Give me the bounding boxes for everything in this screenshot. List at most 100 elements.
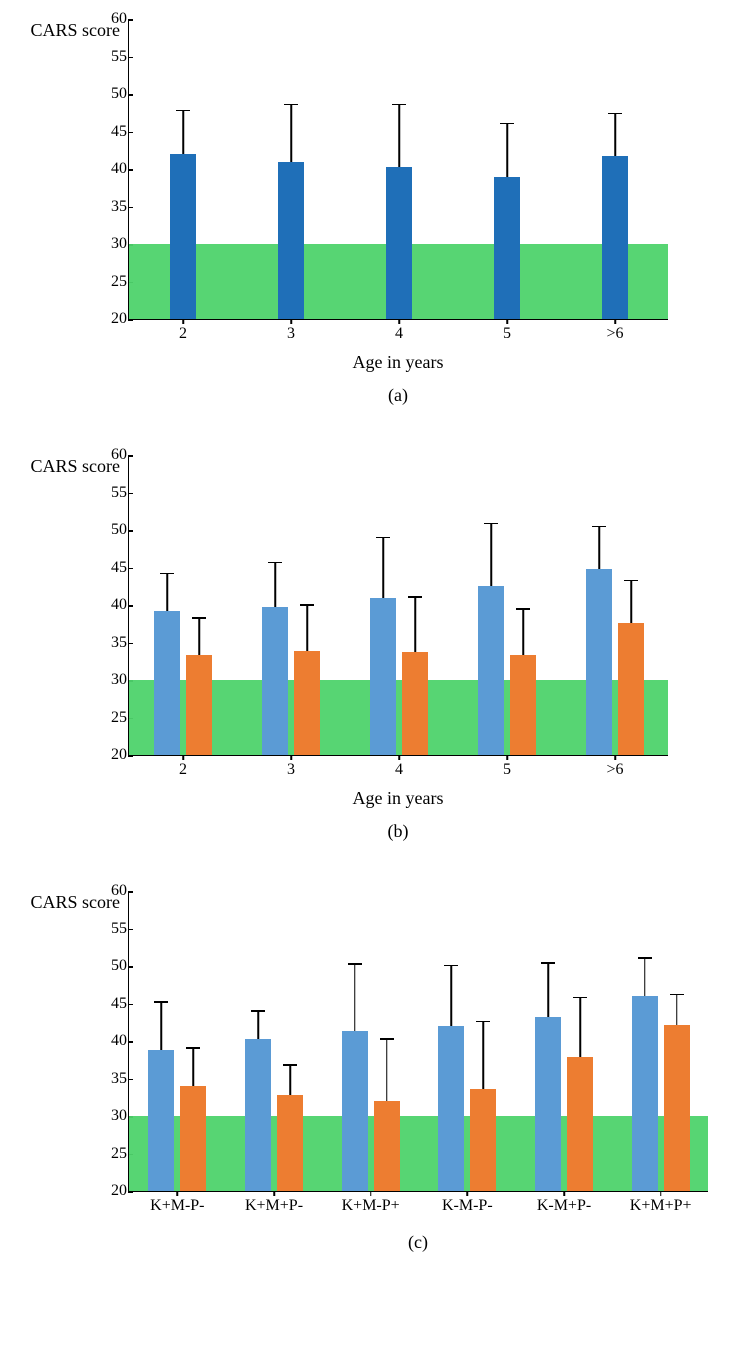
y-tick-label: 40	[89, 160, 127, 178]
y-tick-label: 55	[89, 484, 127, 502]
bar	[535, 1017, 561, 1191]
panel-caption: (b)	[128, 821, 668, 842]
bar	[374, 1101, 400, 1191]
plot-area: 2025303540455055602345>6	[128, 456, 668, 756]
bar	[278, 162, 304, 320]
y-tick-label: 25	[89, 1145, 127, 1163]
y-tick-label: 30	[89, 235, 127, 253]
x-tick-label: 2	[179, 761, 187, 779]
x-tick-label: 3	[287, 325, 295, 343]
panel-b: CARS score2025303540455055602345>6Age in…	[20, 456, 720, 842]
y-tick-label: 35	[89, 198, 127, 216]
y-tick-label: 60	[89, 446, 127, 464]
x-tick-label: 2	[179, 325, 187, 343]
error-bar	[290, 105, 292, 161]
error-cap	[638, 957, 652, 959]
y-tick-label: 60	[89, 10, 127, 28]
error-bar	[161, 1003, 163, 1050]
y-tick-label: 55	[89, 48, 127, 66]
error-cap	[608, 113, 622, 115]
error-cap	[160, 573, 174, 575]
error-bar	[579, 998, 581, 1057]
bar	[632, 996, 658, 1191]
error-cap	[624, 580, 638, 582]
y-tick-label: 50	[89, 85, 127, 103]
error-bar	[630, 581, 632, 623]
bar	[386, 167, 412, 319]
error-bar	[483, 1022, 485, 1089]
bar	[510, 655, 536, 755]
error-bar	[182, 111, 184, 154]
error-bar	[193, 1049, 195, 1087]
error-bar	[598, 527, 600, 569]
y-tick-label: 45	[89, 995, 127, 1013]
bar	[602, 156, 628, 319]
bar	[294, 651, 320, 755]
bar	[170, 154, 196, 319]
plot-area: 2025303540455055602345>6	[128, 20, 668, 320]
panel-caption: (c)	[128, 1232, 708, 1253]
error-bar	[306, 606, 308, 651]
error-bar	[451, 966, 453, 1026]
error-bar	[198, 619, 200, 655]
bar	[342, 1031, 368, 1192]
x-tick-label: K+M+P+	[630, 1197, 692, 1215]
y-tick-label: 20	[89, 1182, 127, 1200]
error-bar	[506, 124, 508, 177]
y-tick-label: 30	[89, 1107, 127, 1125]
error-bar	[522, 610, 524, 656]
error-bar	[547, 964, 549, 1017]
bar	[370, 598, 396, 756]
error-bar	[166, 574, 168, 611]
error-bar	[257, 1012, 259, 1039]
y-tick-label: 60	[89, 882, 127, 900]
y-tick-label: 35	[89, 1070, 127, 1088]
y-tick-label: 40	[89, 1032, 127, 1050]
error-cap	[484, 523, 498, 525]
bar	[586, 569, 612, 755]
bar	[186, 655, 212, 756]
bar	[277, 1095, 303, 1191]
error-cap	[670, 994, 684, 996]
panel-caption: (a)	[128, 385, 668, 406]
y-tick-label: 55	[89, 920, 127, 938]
x-tick-label: 4	[395, 761, 403, 779]
error-cap	[300, 604, 314, 606]
error-cap	[251, 1010, 265, 1012]
y-tick-label: 45	[89, 123, 127, 141]
error-bar	[274, 563, 276, 607]
error-cap	[154, 1001, 168, 1003]
error-cap	[573, 997, 587, 999]
error-bar	[414, 598, 416, 652]
bar	[567, 1057, 593, 1191]
error-cap	[500, 123, 514, 125]
bar	[478, 586, 504, 756]
error-cap	[268, 562, 282, 564]
error-cap	[392, 104, 406, 106]
error-bar	[354, 965, 356, 1031]
error-cap	[376, 537, 390, 539]
error-bar	[386, 1040, 388, 1102]
x-tick-label: K+M+P-	[245, 1197, 303, 1215]
bar	[402, 652, 428, 756]
x-tick-label: K+M-P-	[150, 1197, 204, 1215]
bar	[618, 623, 644, 755]
x-axis-label: Age in years	[128, 788, 668, 809]
y-tick-label: 20	[89, 746, 127, 764]
plot-area: 202530354045505560K+M-P-K+M+P-K+M-P+K-M-…	[128, 892, 708, 1192]
error-cap	[380, 1038, 394, 1040]
x-tick-label: 5	[503, 325, 511, 343]
error-cap	[192, 617, 206, 619]
error-bar	[382, 538, 384, 597]
error-cap	[283, 1064, 297, 1066]
y-tick-label: 45	[89, 559, 127, 577]
bar	[148, 1050, 174, 1191]
error-bar	[676, 995, 678, 1025]
y-tick-label: 25	[89, 273, 127, 291]
bar	[470, 1089, 496, 1191]
bar	[180, 1086, 206, 1191]
x-tick-label: 5	[503, 761, 511, 779]
y-tick-label: 50	[89, 957, 127, 975]
error-cap	[592, 526, 606, 528]
x-tick-label: K-M-P-	[442, 1197, 493, 1215]
